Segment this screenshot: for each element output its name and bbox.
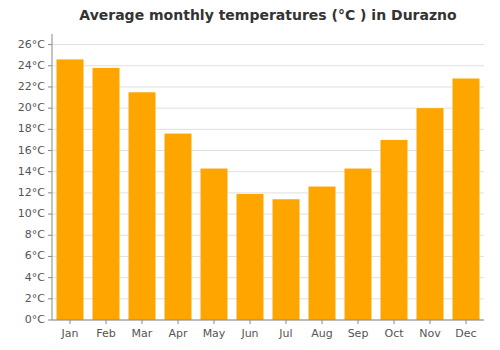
y-tick: [48, 108, 52, 109]
chart-title: Average monthly temperatures (°C ) in Du…: [79, 7, 457, 23]
x-tick: [394, 320, 395, 324]
y-tick-label: 14°C: [18, 165, 45, 178]
grid: [52, 45, 484, 320]
chart-container: Average monthly temperatures (°C ) in Du…: [0, 0, 500, 350]
x-tick-label: Mar: [132, 327, 153, 340]
x-tick-label: Jul: [278, 327, 292, 340]
x-tick: [286, 320, 287, 324]
y-axis-line: [52, 34, 53, 320]
y-tick-label: 12°C: [18, 186, 45, 199]
bar: [57, 59, 84, 320]
y-tick: [48, 235, 52, 236]
y-tick-label: 26°C: [18, 38, 45, 51]
y-tick: [48, 298, 52, 299]
y-tick: [48, 192, 52, 193]
bar: [237, 194, 264, 320]
x-tick-label: Jan: [61, 327, 79, 340]
y-tick-label: 4°C: [25, 271, 45, 284]
bar: [201, 169, 228, 320]
x-tick: [358, 320, 359, 324]
x-tick-label: Dec: [455, 327, 476, 340]
x-tick-label: Nov: [419, 327, 441, 340]
bar: [417, 108, 444, 320]
chart-svg: Average monthly temperatures (°C ) in Du…: [0, 0, 500, 350]
grid-line: [52, 44, 484, 45]
grid-line: [52, 65, 484, 66]
y-tick-label: 10°C: [18, 207, 45, 220]
bar: [453, 78, 480, 320]
x-tick: [214, 320, 215, 324]
x-tick-label: Sep: [348, 327, 369, 340]
x-tick: [466, 320, 467, 324]
y-tick: [48, 256, 52, 257]
y-tick: [48, 65, 52, 66]
x-tick: [178, 320, 179, 324]
bars: [57, 59, 480, 320]
y-tick: [48, 277, 52, 278]
y-tick-label: 24°C: [18, 59, 45, 72]
bar: [129, 92, 156, 320]
x-tick-label: Oct: [384, 327, 404, 340]
bar: [165, 134, 192, 320]
x-tick-label: Feb: [96, 327, 115, 340]
y-tick: [48, 150, 52, 151]
y-tick-label: 18°C: [18, 122, 45, 135]
y-tick: [48, 214, 52, 215]
bar: [93, 68, 120, 320]
y-tick-label: 2°C: [25, 292, 45, 305]
x-tick: [250, 320, 251, 324]
x-tick: [142, 320, 143, 324]
x-tick: [106, 320, 107, 324]
bar: [309, 187, 336, 320]
y-tick-label: 22°C: [18, 80, 45, 93]
y-tick: [48, 44, 52, 45]
y-tick-label: 6°C: [25, 249, 45, 262]
x-tick-label: May: [203, 327, 226, 340]
x-tick: [70, 320, 71, 324]
y-tick: [48, 320, 52, 321]
x-tick: [430, 320, 431, 324]
bar: [273, 199, 300, 320]
y-tick: [48, 171, 52, 172]
x-axis-line: [52, 320, 484, 321]
y-tick: [48, 86, 52, 87]
x-axis: Jan Feb Mar Apr May Jun Jul Aug Sep Oct Nov Dec: [52, 320, 484, 340]
y-tick-label: 0°C: [25, 313, 45, 326]
y-tick-label: 20°C: [18, 101, 45, 114]
y-tick-label: 16°C: [18, 144, 45, 157]
bar: [381, 140, 408, 320]
bar: [345, 169, 372, 320]
y-tick: [48, 129, 52, 130]
x-tick: [322, 320, 323, 324]
x-tick-label: Apr: [168, 327, 188, 340]
y-axis: 0°C 2°C 4°C 6°C 8°C 10°C 12°C 14°C 16°C 18°C 20°C 2…: [18, 34, 52, 326]
x-tick-label: Jun: [240, 327, 258, 340]
x-tick-label: Aug: [311, 327, 332, 340]
grid-line: [52, 320, 484, 321]
y-tick-label: 8°C: [25, 228, 45, 241]
